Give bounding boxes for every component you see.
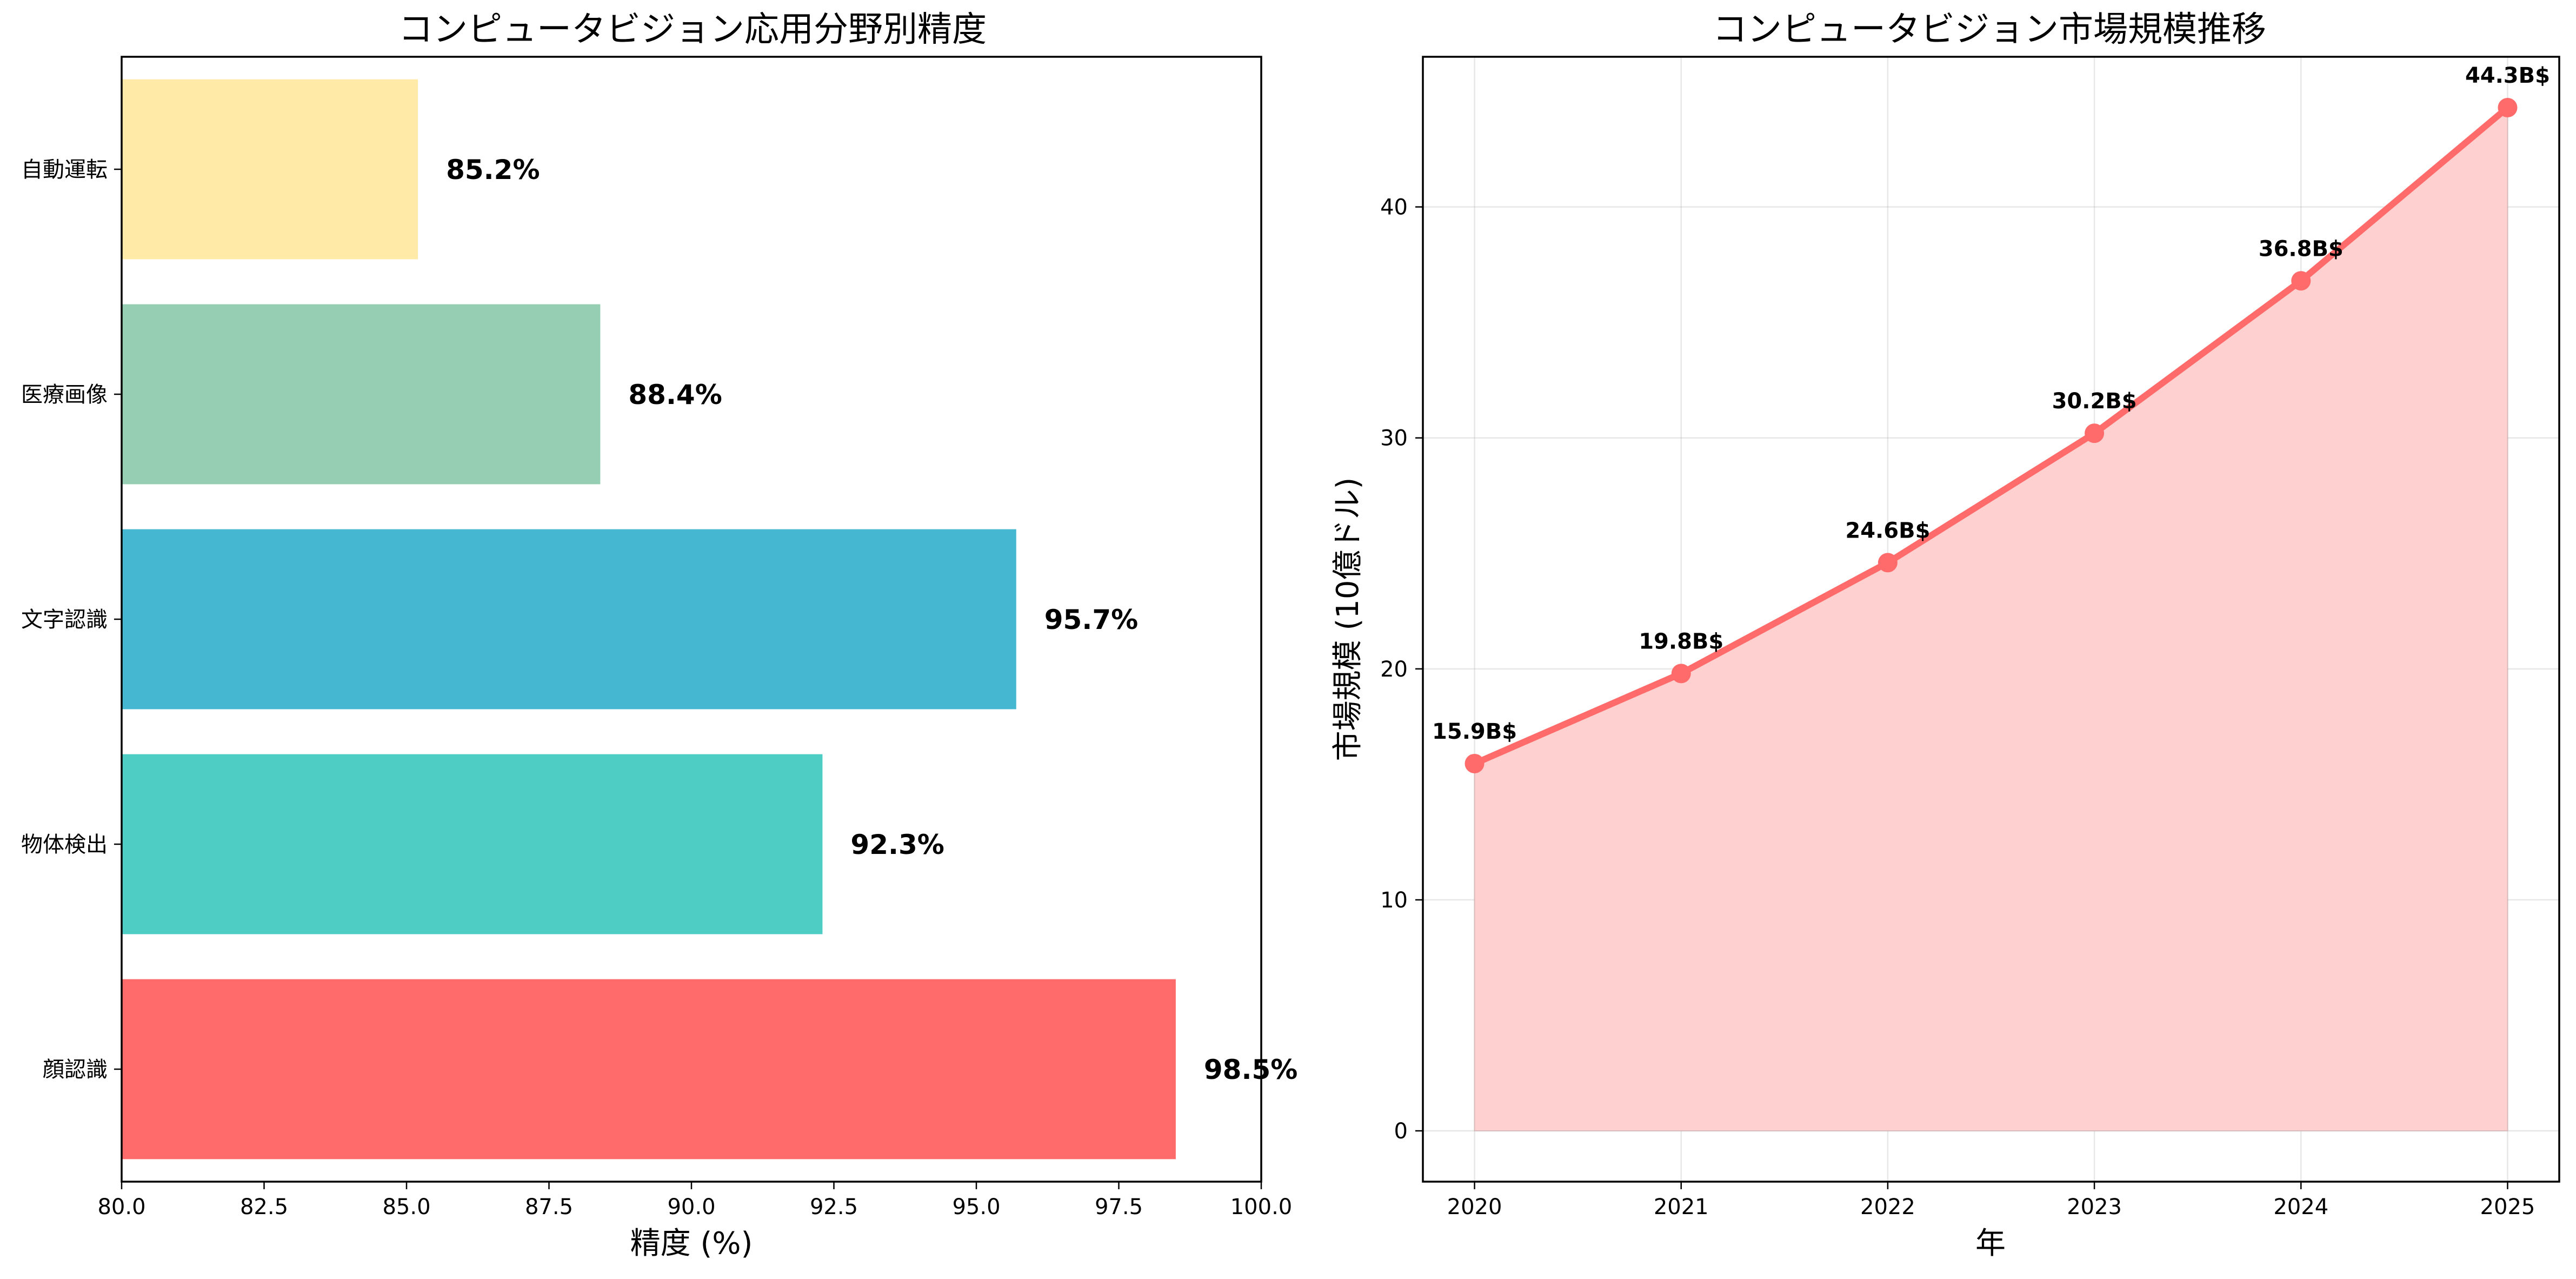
data-point-5	[2498, 97, 2518, 117]
x-tick-label: 2024	[2273, 1195, 2328, 1220]
accuracy-x-axis-label: 精度 (%)	[630, 1226, 753, 1261]
x-tick-label: 2023	[2067, 1195, 2122, 1220]
x-tick-label: 2022	[1860, 1195, 1915, 1220]
x-tick-label: 97.5	[1095, 1195, 1143, 1220]
market-line	[1471, 104, 2511, 767]
data-point-label: 44.3B$	[2465, 63, 2550, 88]
y-tick-label: 0	[1394, 1119, 1408, 1144]
bar-value-label: 85.2%	[446, 154, 540, 185]
bar-0	[122, 979, 1176, 1159]
bar-value-label: 88.4%	[628, 379, 722, 410]
market-plot-frame	[1422, 56, 2560, 1183]
accuracy-x-ticks: 80.0 82.5 85.0 87.5 90.0 92.5 95.0 97.5 100.0	[97, 1182, 1292, 1220]
x-tick-label: 2020	[1447, 1195, 1502, 1220]
market-x-ticks: 2020 2021 2022 2023 2024 2025	[1447, 1182, 2535, 1220]
bar-4	[122, 79, 418, 260]
y-tick-label: 30	[1380, 426, 1408, 451]
category-label: 医療画像	[21, 382, 108, 407]
market-points: 15.9B$ 19.8B$ 24.6B$ 30.2B$ 36.8B$ 44.3B$	[1432, 63, 2550, 773]
data-point-label: 30.2B$	[2052, 389, 2137, 414]
data-point-3	[2085, 423, 2105, 443]
data-point-0	[1465, 753, 1485, 773]
data-point-label: 19.8B$	[1639, 629, 1723, 654]
x-tick-label: 2021	[1654, 1195, 1709, 1220]
bar-value-label: 95.7%	[1044, 604, 1138, 635]
y-tick-label: 10	[1380, 888, 1408, 913]
data-point-4	[2291, 271, 2311, 291]
market-y-ticks: 0 10 20 30 40	[1380, 195, 1423, 1144]
accuracy-bar-chart: コンピュータビジョン応用分野別精度 98.5% 92.3% 95.7% 88.4% 85…	[21, 10, 1297, 1261]
accuracy-chart-title: コンピュータビジョン応用分野別精度	[398, 10, 987, 50]
data-point-label: 24.6B$	[1845, 518, 1930, 543]
x-tick-label: 2025	[2480, 1195, 2535, 1220]
data-point-label: 36.8B$	[2259, 236, 2344, 261]
market-size-chart: コンピュータビジョン市場規模推移 15.9B$ 19.8B$ 24.6B$ 30.2B…	[1330, 10, 2560, 1261]
x-tick-label: 87.5	[525, 1195, 573, 1220]
y-tick-label: 40	[1380, 195, 1408, 220]
x-tick-label: 82.5	[240, 1195, 288, 1220]
accuracy-plot-frame	[121, 56, 1262, 1183]
bar-value-label: 92.3%	[850, 829, 944, 860]
category-label: 顔認識	[43, 1057, 108, 1082]
x-tick-label: 90.0	[667, 1195, 715, 1220]
data-point-2	[1878, 553, 1898, 573]
category-label: 物体検出	[21, 832, 108, 857]
bar-2	[122, 529, 1016, 710]
accuracy-bars: 98.5% 92.3% 95.7% 88.4% 85.2%	[122, 79, 1297, 1159]
category-label: 文字認識	[21, 607, 108, 632]
y-tick-label: 20	[1380, 657, 1408, 682]
category-label: 自動運転	[21, 157, 108, 182]
x-tick-label: 95.0	[952, 1195, 1000, 1220]
market-x-axis-label: 年	[1975, 1226, 2006, 1261]
x-tick-label: 100.0	[1230, 1195, 1293, 1220]
data-point-label: 15.9B$	[1432, 719, 1517, 744]
data-point-1	[1671, 664, 1691, 684]
x-tick-label: 85.0	[382, 1195, 430, 1220]
bar-1	[122, 754, 823, 935]
x-tick-label: 80.0	[97, 1195, 145, 1220]
bar-3	[122, 304, 601, 485]
x-tick-label: 92.5	[810, 1195, 858, 1220]
market-chart-title: コンピュータビジョン市場規模推移	[1713, 10, 2266, 50]
bar-value-label: 98.5%	[1204, 1054, 1297, 1085]
market-y-axis-label: 市場規模 (10億ドル)	[1330, 478, 1366, 761]
accuracy-category-labels: 顔認識 物体検出 文字認識 医療画像 自動運転	[21, 157, 122, 1082]
